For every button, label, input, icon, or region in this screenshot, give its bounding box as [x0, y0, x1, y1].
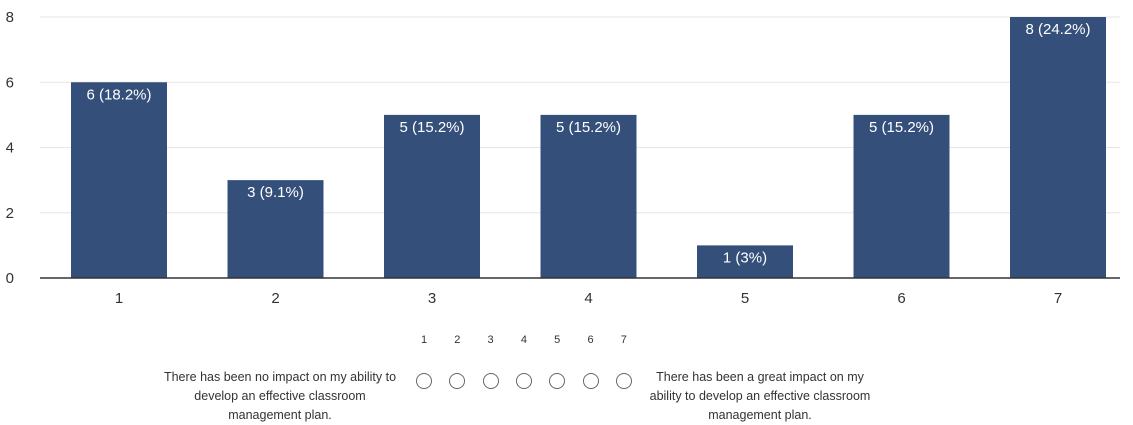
bar-data-label: 3 (9.1%) [247, 184, 304, 201]
scale-number-2: 2 [454, 334, 461, 346]
scale-number-5: 5 [554, 334, 561, 346]
bar [540, 114, 637, 278]
bar [71, 82, 167, 278]
bar [227, 180, 324, 278]
x-tick-label: 7 [1054, 290, 1062, 307]
bar [853, 114, 950, 278]
x-tick-label: 6 [897, 290, 905, 307]
scale-radio-4[interactable] [515, 373, 532, 389]
scale-number-7: 7 [620, 334, 627, 346]
bar-data-label: 5 (15.2%) [869, 119, 934, 136]
scale-radio-5[interactable] [549, 373, 566, 389]
bar-data-label: 1 (3%) [723, 249, 767, 266]
scale-radio-1[interactable] [416, 373, 432, 389]
scale-number-3: 3 [487, 334, 494, 346]
bar-data-label: 5 (15.2%) [399, 119, 464, 136]
bars: 6 (18.2%) 3 (9.1%) 5 (15.2%) 5 (15.2%) 1 (3%… [71, 17, 1106, 278]
scale-radio-3[interactable] [482, 373, 499, 389]
scale-number-6: 6 [587, 334, 594, 346]
scale-number-1: 1 [420, 334, 428, 346]
bar [697, 245, 793, 278]
scale-number-4: 4 [520, 334, 527, 346]
bar-data-label: 5 (15.2%) [556, 119, 621, 136]
bar [1010, 17, 1106, 278]
y-axis-ticks: 0 2 4 6 8 [6, 9, 14, 287]
x-tick-label: 2 [271, 290, 279, 307]
low-anchor-text: There has been no impact on my ability t… [163, 370, 397, 422]
scale-radio-2[interactable] [449, 373, 466, 389]
y-tick-label: 6 [6, 74, 14, 91]
y-tick-label: 0 [6, 270, 14, 287]
high-anchor-text: There has been a great impact on my abil… [649, 370, 871, 422]
x-tick-label: 1 [115, 290, 123, 307]
x-tick-label: 3 [428, 290, 436, 307]
y-tick-label: 4 [6, 140, 14, 157]
y-tick-label: 2 [6, 205, 14, 222]
bar-data-label: 8 (24.2%) [1025, 21, 1090, 38]
x-tick-label: 5 [741, 290, 749, 307]
x-tick-label: 4 [584, 290, 592, 307]
bar [384, 114, 480, 278]
scale-radio-6[interactable] [582, 373, 599, 389]
y-tick-label: 8 [6, 9, 14, 26]
bar-data-label: 6 (18.2%) [86, 86, 151, 103]
x-axis-ticks: 1 2 3 4 5 6 7 [115, 290, 1062, 307]
scale-radio-7[interactable] [615, 373, 632, 389]
